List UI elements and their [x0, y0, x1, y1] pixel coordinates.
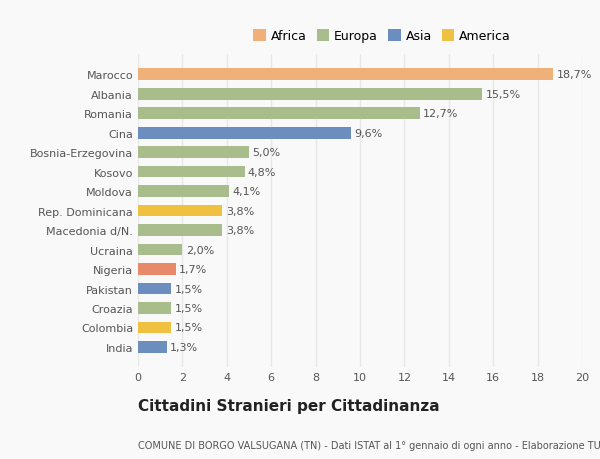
Text: 4,8%: 4,8%: [248, 167, 276, 177]
Text: 1,5%: 1,5%: [175, 323, 203, 333]
Bar: [138, 89, 482, 101]
Bar: [138, 108, 420, 120]
Text: 3,8%: 3,8%: [226, 206, 254, 216]
Text: 12,7%: 12,7%: [423, 109, 458, 119]
Text: 15,5%: 15,5%: [485, 90, 521, 100]
Legend: Africa, Europa, Asia, America: Africa, Europa, Asia, America: [251, 28, 514, 46]
Bar: [138, 244, 182, 256]
Text: 1,5%: 1,5%: [175, 284, 203, 294]
Text: 1,3%: 1,3%: [170, 342, 199, 352]
Text: COMUNE DI BORGO VALSUGANA (TN) - Dati ISTAT al 1° gennaio di ogni anno - Elabora: COMUNE DI BORGO VALSUGANA (TN) - Dati IS…: [138, 440, 600, 450]
Text: 3,8%: 3,8%: [226, 225, 254, 235]
Bar: [138, 167, 245, 178]
Bar: [138, 128, 351, 139]
Bar: [138, 263, 176, 275]
Bar: [138, 225, 223, 236]
Bar: [138, 186, 229, 197]
Bar: [138, 341, 167, 353]
Text: 5,0%: 5,0%: [253, 148, 280, 158]
Text: 1,5%: 1,5%: [175, 303, 203, 313]
Text: Cittadini Stranieri per Cittadinanza: Cittadini Stranieri per Cittadinanza: [138, 398, 440, 413]
Text: 9,6%: 9,6%: [355, 129, 383, 139]
Bar: [138, 205, 223, 217]
Text: 4,1%: 4,1%: [232, 187, 260, 197]
Bar: [138, 283, 172, 295]
Bar: [138, 322, 172, 334]
Text: 1,7%: 1,7%: [179, 264, 208, 274]
Text: 18,7%: 18,7%: [556, 70, 592, 80]
Bar: [138, 69, 553, 81]
Text: 2,0%: 2,0%: [186, 245, 214, 255]
Bar: [138, 302, 172, 314]
Bar: [138, 147, 249, 159]
